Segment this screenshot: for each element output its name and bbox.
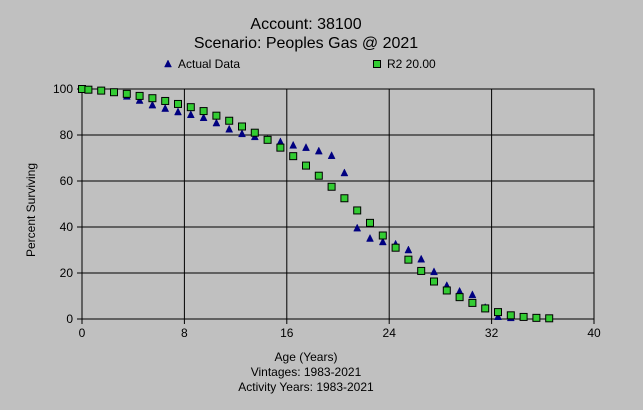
x-tick-label: 24	[383, 326, 397, 340]
square-marker-icon	[373, 60, 381, 68]
chart-title: Account: 38100	[250, 16, 361, 33]
r2-curve-point	[212, 111, 221, 120]
plot-border	[81, 88, 595, 320]
r2-curve-point	[519, 312, 528, 321]
y-tick-label: 20	[60, 266, 74, 280]
x-tick-label: 0	[79, 326, 86, 340]
r2-curve-point	[430, 277, 438, 286]
r2-curve-point	[468, 298, 477, 307]
vintages-footnote: Vintages: 1983-2021	[251, 365, 362, 379]
x-tick-label: 40	[587, 326, 601, 340]
actual-data-point	[186, 110, 195, 119]
r2-curve-point	[84, 85, 93, 94]
actual-data-point	[225, 124, 234, 133]
r2-curve-point	[225, 116, 234, 125]
actual-data-point	[494, 312, 502, 320]
legend-entry: Actual Data	[164, 57, 240, 71]
legend-label: R2 20.00	[387, 57, 436, 71]
actual-data-point	[327, 151, 336, 159]
r2-curve-point	[545, 314, 554, 323]
y-axis-label: Percent Surviving	[24, 163, 38, 257]
r2-curve-point	[302, 161, 310, 170]
y-tick-label: 80	[60, 128, 74, 142]
r2-curve-point	[97, 86, 106, 95]
y-tick-label: 40	[60, 220, 74, 234]
r2-curve-point	[122, 89, 131, 98]
r2-curve-point	[263, 135, 272, 144]
r2-curve-point	[148, 94, 157, 103]
y-tick-label: 60	[60, 174, 74, 188]
actual-data-point	[161, 103, 170, 112]
r2-curve-point	[327, 182, 336, 191]
plot-area	[81, 88, 595, 320]
r2-curve-point	[404, 255, 413, 264]
r2-curve-point	[506, 311, 515, 320]
r2-curve-point	[481, 304, 490, 313]
triangle-marker-icon	[164, 59, 172, 68]
x-axis-ticks: 0 8 16 24 32 40	[79, 319, 601, 340]
actual-data-point	[174, 107, 182, 116]
r2-curve-point	[494, 308, 502, 317]
actual-data-point	[353, 223, 362, 232]
actual-data-point	[417, 254, 426, 263]
actual-data-point	[404, 245, 413, 254]
r2-curve-point	[289, 152, 298, 161]
series-r2-curve	[78, 85, 554, 323]
r2-curve-point	[238, 122, 246, 131]
legend-entry: R2 20.00	[373, 57, 436, 71]
x-tick-label: 8	[181, 326, 188, 340]
actual-data-point	[135, 95, 144, 104]
r2-curve-point	[250, 128, 259, 137]
r2-curve-point	[199, 107, 208, 116]
r2-curve-point	[378, 231, 387, 240]
r2-curve-point	[276, 143, 285, 152]
y-tick-label: 0	[66, 312, 73, 326]
r2-curve-point	[340, 194, 349, 203]
gridlines	[82, 89, 594, 319]
r2-curve-point	[455, 293, 464, 302]
r2-curve-point	[366, 218, 374, 227]
r2-curve-point	[391, 243, 400, 252]
r2-curve-point	[532, 313, 541, 322]
r2-curve-point	[353, 206, 362, 215]
actual-data-point	[378, 237, 387, 246]
y-tick-label: 100	[53, 82, 73, 96]
x-axis-label: Age (Years)	[275, 350, 338, 364]
legend-label: Actual Data	[178, 57, 240, 71]
y-axis-ticks: 0 20 40 60 80 100	[53, 82, 82, 326]
r2-curve-point	[417, 266, 426, 275]
legend: Actual Data R2 20.00	[164, 57, 436, 71]
r2-curve-point	[135, 91, 144, 100]
r2-curve-point	[442, 286, 451, 295]
actual-data-point	[238, 129, 246, 138]
r2-curve-point	[110, 88, 118, 97]
chart-subtitle: Scenario: Peoples Gas @ 2021	[194, 35, 418, 52]
x-tick-label: 16	[280, 326, 294, 340]
data-points	[78, 84, 554, 323]
actual-data-point	[314, 146, 323, 155]
actual-data-point	[199, 113, 208, 121]
actual-data-point	[366, 233, 374, 242]
actual-data-point	[289, 140, 298, 149]
actual-data-point	[302, 143, 310, 151]
actual-data-point	[148, 100, 157, 109]
r2-curve-point	[174, 99, 182, 108]
r2-curve-point	[161, 96, 170, 105]
actual-data-point	[468, 290, 477, 299]
activity-years-footnote: Activity Years: 1983-2021	[238, 380, 374, 394]
actual-data-point	[340, 168, 349, 177]
actual-data-point	[212, 118, 221, 127]
actual-data-point	[430, 267, 438, 276]
x-tick-label: 32	[485, 326, 499, 340]
r2-curve-point	[314, 171, 323, 180]
r2-curve-point	[186, 103, 195, 112]
